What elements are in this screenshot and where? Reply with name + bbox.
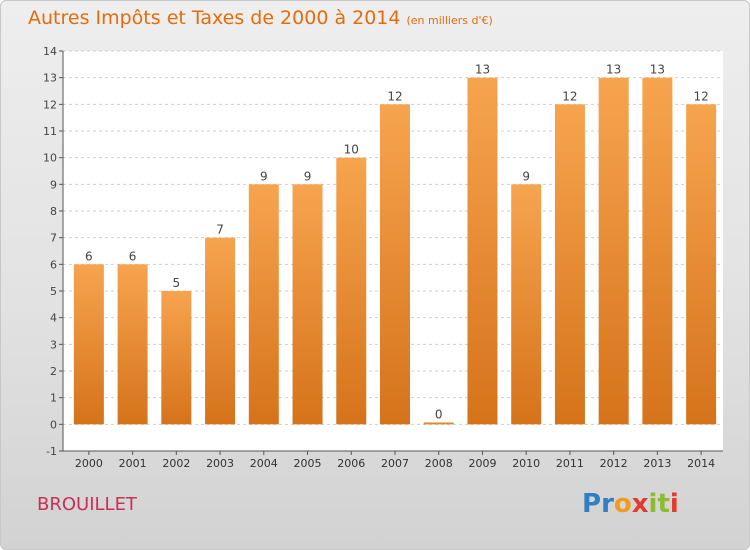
commune-name: BROUILLET (37, 494, 137, 515)
bar (292, 184, 323, 425)
x-tick-label: 2009 (468, 457, 496, 470)
y-tick-label: 10 (43, 152, 57, 165)
data-label: 6 (85, 249, 93, 263)
x-tick-label: 2006 (337, 457, 365, 470)
y-tick-label: 1 (50, 392, 57, 405)
x-tick-label: 2001 (119, 457, 147, 470)
logo-letter: x (631, 489, 649, 519)
bar (642, 77, 673, 425)
bar (205, 237, 236, 425)
x-tick-label: 2003 (206, 457, 234, 470)
bar (117, 264, 148, 425)
x-tick-label: 2002 (162, 457, 190, 470)
y-tick-label: 14 (43, 45, 57, 58)
y-tick-label: 11 (43, 125, 57, 138)
y-tick-label: 4 (50, 312, 57, 325)
bar (336, 157, 367, 425)
x-tick-label: 2014 (687, 457, 715, 470)
x-tick-label: 2011 (556, 457, 584, 470)
title-unit: (en milliers d'€) (406, 14, 493, 27)
title-text: Autres Impôts et Taxes de 2000 à 2014 (28, 7, 401, 29)
x-tick-label: 2004 (250, 457, 278, 470)
data-label: 12 (387, 89, 402, 103)
bar (686, 104, 717, 425)
bar (73, 264, 104, 425)
y-tick-label: 0 (50, 418, 57, 431)
bar (423, 422, 454, 425)
data-label: 12 (693, 89, 708, 103)
data-label: 13 (606, 63, 621, 77)
x-tick-label: 2013 (643, 457, 671, 470)
y-tick-label: -1 (46, 445, 57, 458)
y-tick-label: 2 (50, 365, 57, 378)
y-tick-label: 7 (50, 232, 57, 245)
chart-title: Autres Impôts et Taxes de 2000 à 2014 (en… (28, 7, 493, 29)
data-label: 9 (304, 169, 312, 183)
bar (511, 184, 542, 425)
proxiti-logo: Proxiti (582, 489, 679, 519)
y-tick-label: 12 (43, 98, 57, 111)
y-tick-label: 8 (50, 205, 57, 218)
logo-letter: o (613, 489, 632, 519)
data-label: 9 (260, 169, 268, 183)
logo-letter: t (657, 489, 670, 519)
logo-letter: P (582, 489, 602, 519)
logo-letter: i (648, 489, 658, 519)
x-tick-label: 2008 (425, 457, 453, 470)
data-label: 12 (562, 89, 577, 103)
bar (161, 291, 192, 425)
data-label: 13 (475, 63, 490, 77)
y-tick-label: 3 (50, 338, 57, 351)
x-tick-label: 2000 (75, 457, 103, 470)
x-tick-label: 2005 (294, 457, 322, 470)
data-label: 10 (344, 143, 359, 157)
data-label: 6 (129, 249, 137, 263)
data-label: 7 (216, 223, 224, 237)
bar (467, 77, 498, 425)
logo-letter: i (669, 489, 679, 519)
data-label: 0 (435, 407, 443, 421)
x-tick-label: 2012 (600, 457, 628, 470)
y-tick-label: 9 (50, 178, 57, 191)
logo-letter: r (601, 489, 614, 519)
data-label: 5 (173, 276, 181, 290)
y-tick-label: 6 (50, 258, 57, 271)
bar (598, 77, 629, 425)
x-tick-label: 2010 (512, 457, 540, 470)
bar (380, 104, 410, 425)
x-tick-label: 2007 (381, 457, 409, 470)
y-tick-label: 13 (43, 72, 57, 85)
bar (248, 184, 279, 425)
data-label: 9 (522, 169, 530, 183)
bar (554, 104, 585, 425)
data-label: 13 (650, 63, 665, 77)
y-tick-label: 5 (50, 285, 57, 298)
